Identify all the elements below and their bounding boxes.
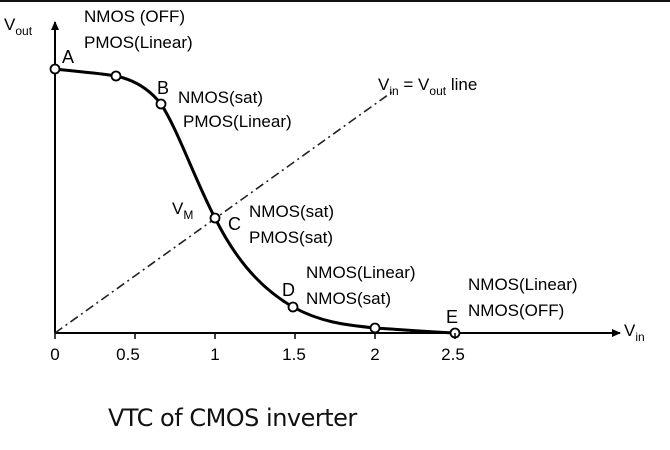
point-e-label-1: NMOS(Linear) — [468, 275, 578, 294]
vin-vout-line-label: Vin = Vout line — [378, 75, 477, 98]
point-b-name: B — [157, 78, 169, 98]
x-tick-label-5: 2.5 — [441, 345, 465, 364]
point-a-marker — [49, 63, 61, 75]
point-a-name: A — [62, 47, 74, 67]
x-tick-label-4: 2 — [370, 345, 379, 364]
point-ab-marker — [110, 70, 122, 82]
point-d-label-2: NMOS(sat) — [306, 289, 391, 308]
point-d-name: D — [282, 280, 295, 300]
point-a-label-1: NMOS (OFF) — [84, 7, 185, 26]
x-ticks — [54, 333, 456, 339]
point-b-marker — [155, 98, 167, 110]
x-axis-label: Vin — [624, 321, 645, 344]
point-c-name: C — [228, 214, 241, 234]
point-d-label-1: NMOS(Linear) — [306, 263, 416, 282]
vin-equals-vout-line — [54, 91, 393, 334]
point-markers — [49, 63, 461, 339]
y-axis-label: Vout — [4, 15, 33, 38]
point-a-label-2: PMOS(Linear) — [84, 33, 193, 52]
point-e-name: E — [446, 307, 458, 327]
point-d-marker — [287, 301, 299, 313]
point-c-label-2: PMOS(sat) — [249, 228, 333, 247]
vtc-diagram: Vout Vin Vin = Vout line VM A NMOS (OFF)… — [4, 7, 645, 364]
x-tick-label-0: 0 — [50, 345, 59, 364]
x-tick-label-3: 1.5 — [282, 345, 306, 364]
point-c-marker — [209, 212, 221, 224]
x-tick-label-1: 0.5 — [116, 345, 140, 364]
point-b-label-1: NMOS(sat) — [178, 88, 263, 107]
point-c-label-1: NMOS(sat) — [249, 202, 334, 221]
top-border — [0, 0, 670, 2]
figure-caption: VTC of CMOS inverter — [108, 404, 357, 432]
point-de-marker — [369, 322, 381, 334]
vtc-curve — [54, 67, 456, 335]
x-tick-label-2: 1 — [210, 345, 219, 364]
vm-label: VM — [172, 199, 193, 222]
point-e-label-2: NMOS(OFF) — [468, 301, 564, 320]
point-b-label-2: PMOS(Linear) — [183, 112, 292, 131]
